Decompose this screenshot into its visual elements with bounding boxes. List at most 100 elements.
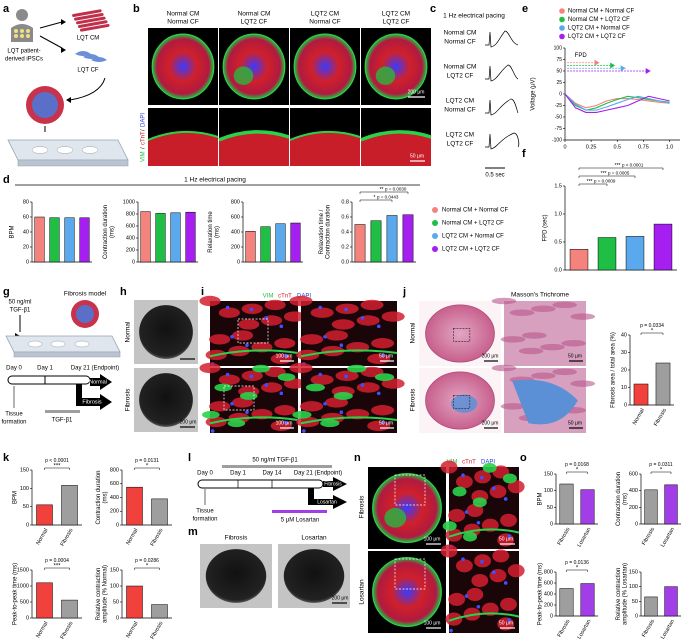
legend-swatch [432, 207, 438, 213]
tissue-edge [148, 131, 218, 166]
y-tick-label: 600 [110, 481, 119, 487]
fibroblast [91, 57, 107, 62]
y-tick-label: 10 [621, 385, 627, 391]
plate-side [13, 351, 121, 358]
cell [381, 378, 405, 389]
y-tick-label: 200 [110, 509, 119, 515]
ipsc [26, 34, 30, 38]
nucleus [381, 353, 386, 358]
panel-letter: b [133, 3, 140, 15]
stain-label: VIM [141, 151, 147, 162]
label: 200 μm [482, 420, 499, 426]
arrow-head [610, 62, 616, 69]
bar [185, 211, 196, 263]
cell [456, 559, 473, 573]
tissue [139, 305, 193, 359]
y-tick-label: 20 [621, 367, 627, 373]
trace [485, 98, 519, 116]
label: Fibrosis [225, 535, 249, 542]
axis-title: (ms) [623, 493, 629, 505]
p-value: p = 0.0136 [565, 560, 589, 566]
y-tick-label: 0 [559, 91, 562, 97]
y-tick-label: 600 [231, 214, 240, 220]
nucleus [283, 420, 288, 425]
legend-label: Normal CM + LQT2 CF [442, 221, 504, 227]
arrow-losartan [308, 488, 347, 509]
nucleus [249, 307, 254, 312]
panel-letter: a [3, 3, 10, 15]
fiber [561, 340, 586, 347]
y-tick-label: 1.0 [554, 211, 562, 217]
label: TGF-β1 [10, 308, 31, 314]
significance-bracket [578, 175, 636, 178]
y-tick-label: 0 [26, 522, 29, 528]
cell [218, 307, 240, 318]
nucleus [381, 420, 386, 425]
category-label: Normal [35, 621, 49, 639]
bar [126, 585, 143, 619]
y-tick-label: 200 [126, 247, 135, 253]
timeline [7, 375, 91, 385]
bar [633, 383, 649, 406]
vim-cell [463, 531, 477, 542]
arrow-head [61, 19, 66, 25]
fiber [518, 347, 544, 355]
y-tick-label: 40 [621, 332, 627, 338]
axis-title: Fibrosis area / total area (%) [611, 332, 617, 408]
axis-title: BPM [10, 225, 16, 238]
bar [625, 236, 645, 271]
label: Normal CM [444, 64, 477, 71]
well [27, 340, 43, 348]
ipsc [14, 29, 18, 33]
nucleus [461, 557, 465, 561]
y-tick-label: 100 [554, 45, 563, 51]
y-tick-label: 150 [544, 471, 553, 477]
vim-cell [333, 392, 353, 400]
nucleus [464, 594, 469, 598]
y-tick-label: 20 [23, 244, 29, 250]
label: Fibrosis [82, 399, 102, 405]
y-tick-label: 50 [556, 68, 562, 74]
nucleus [476, 520, 481, 525]
label: LQT2 CF [383, 19, 410, 26]
panel-letter: l [188, 452, 191, 464]
tissue [372, 556, 442, 628]
cell [507, 480, 525, 494]
y-tick-label: 25 [556, 80, 562, 86]
significance-stars: *** [587, 179, 593, 185]
cell [471, 573, 489, 588]
label: 5 μM Losartan [281, 518, 319, 524]
arrow-head [594, 59, 600, 66]
stain-label: / [141, 147, 147, 149]
significance-stars: * [660, 468, 663, 474]
vim-cell [482, 462, 497, 473]
y-tick-label: 50 [547, 505, 553, 511]
bar [569, 249, 589, 271]
p-value: p = 0.0131 [135, 458, 159, 464]
fibrotic-region [233, 66, 254, 85]
cell [371, 338, 395, 349]
trace [485, 132, 520, 150]
axis-title: Relaxation time [208, 211, 214, 253]
panel-letter: c [430, 3, 436, 15]
label: 50 μm [499, 536, 513, 542]
y-tick-label: 200 [231, 244, 240, 250]
category-label: Losartan [577, 527, 593, 549]
legend-swatch [432, 246, 438, 252]
axis-title: Relative contraction [616, 568, 622, 621]
vim-cell [452, 486, 467, 497]
label: 50 ng/ml [8, 300, 31, 306]
zoom-box [453, 327, 471, 342]
nucleus [225, 305, 230, 310]
label: Fibrosis [324, 481, 342, 487]
bar [580, 489, 595, 525]
bar [170, 212, 181, 263]
nucleus [318, 305, 323, 310]
y-tick-label: 150 [110, 567, 119, 573]
y-tick-label: 1500 [17, 567, 29, 573]
label: Normal CF [167, 19, 198, 26]
tissue [372, 472, 442, 544]
axis-title: amplitude (% Normal) [103, 565, 109, 623]
ipsc [14, 34, 18, 38]
axis-title: Contraction duration [103, 205, 109, 259]
